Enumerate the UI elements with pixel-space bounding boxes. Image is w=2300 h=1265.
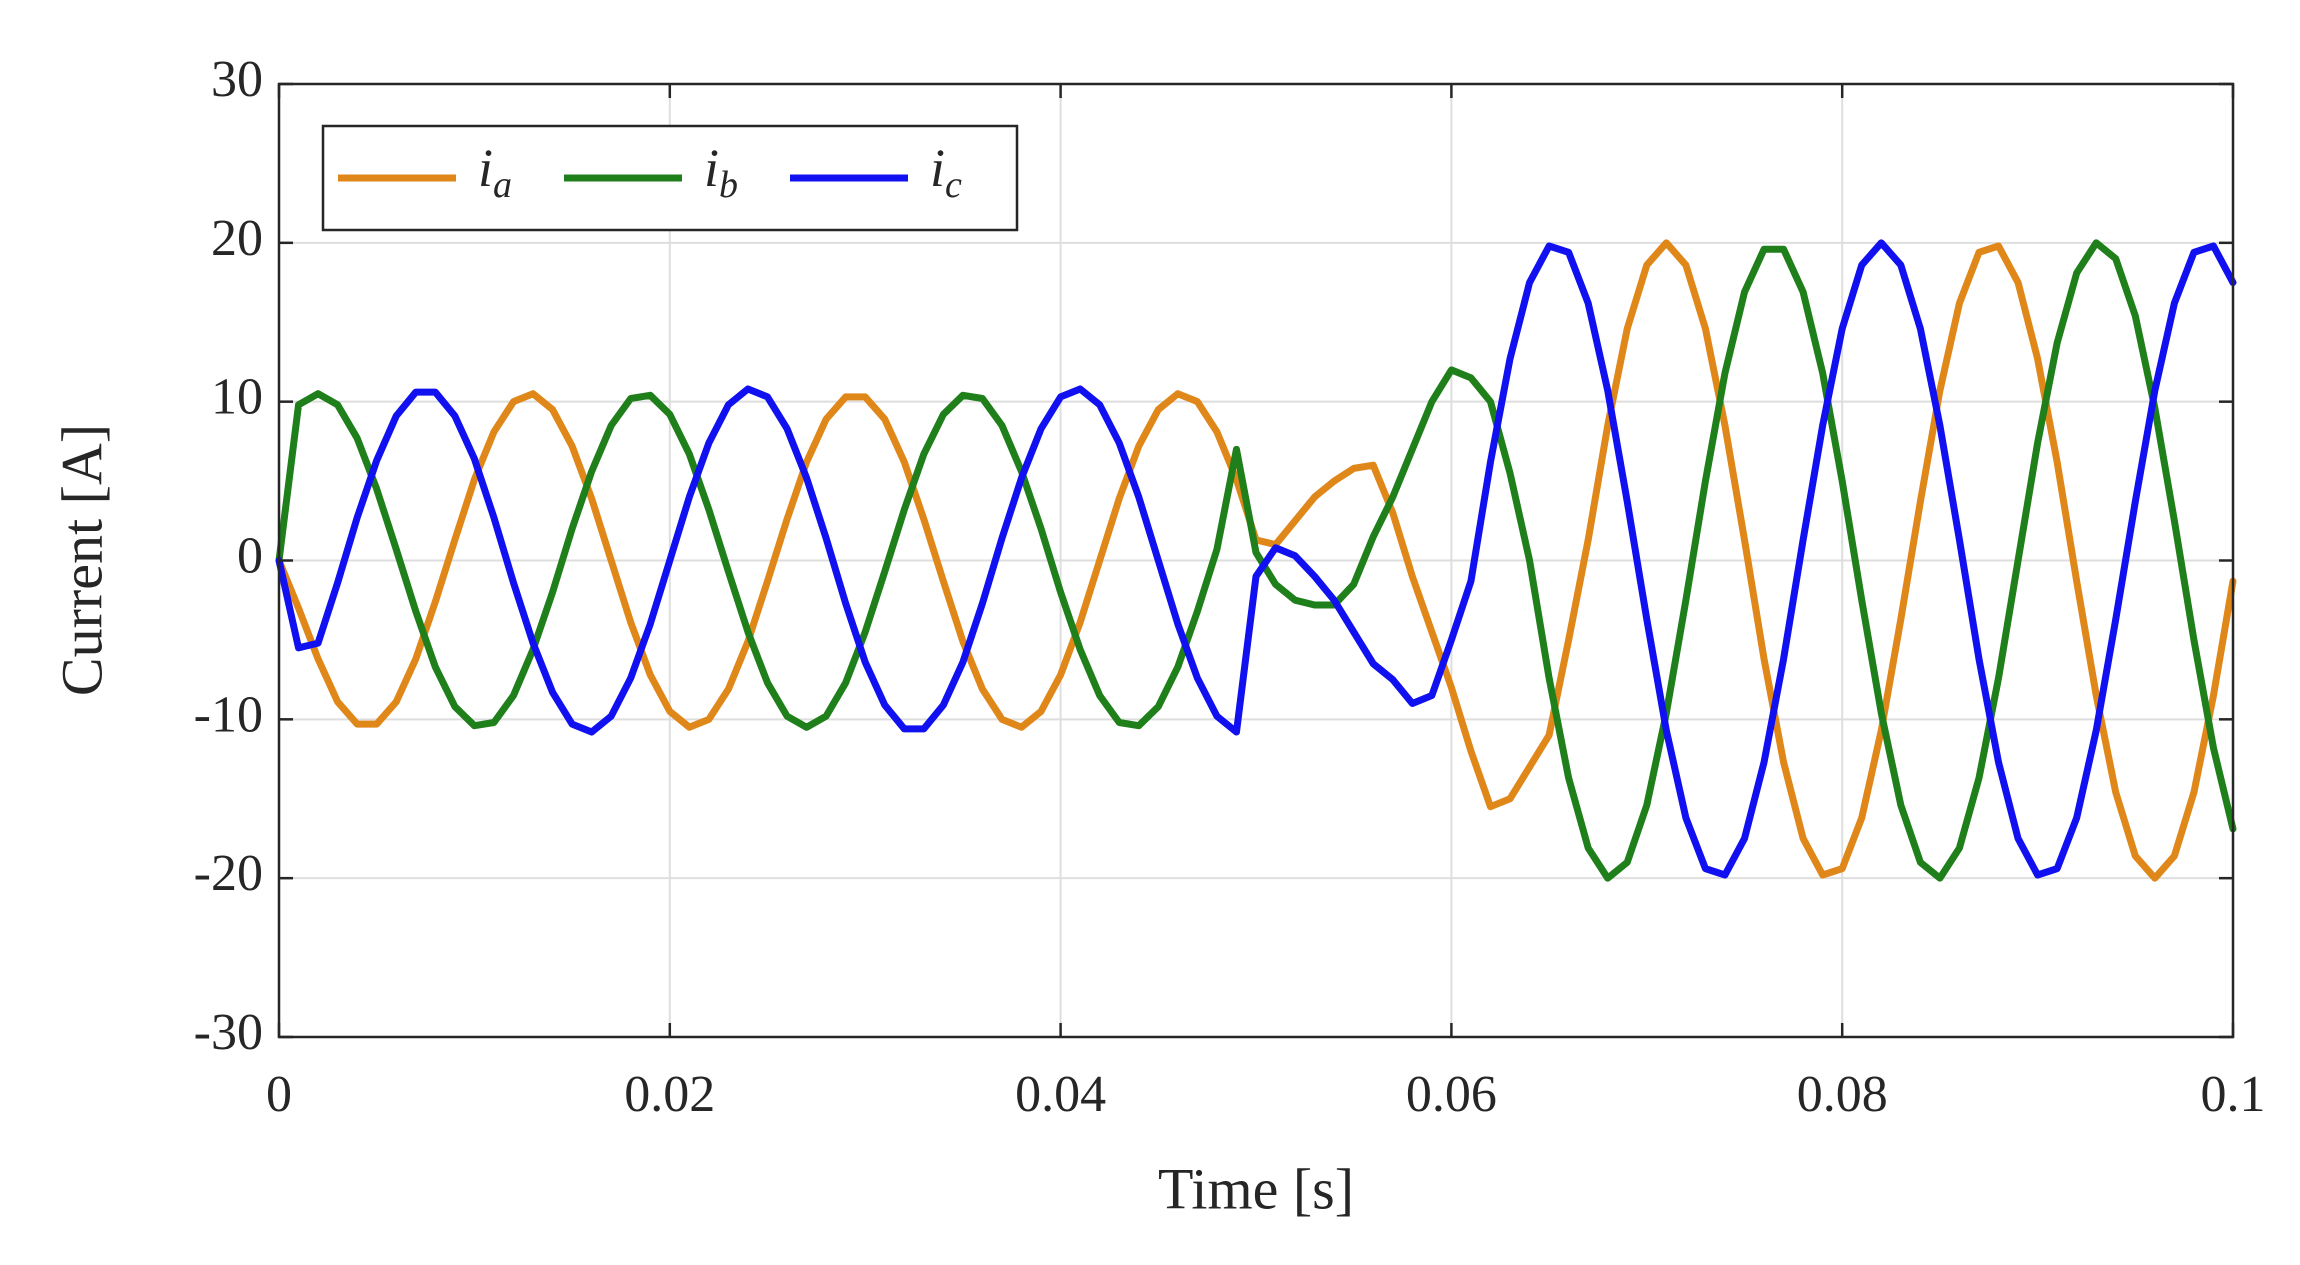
x-tick-label: 0.08 bbox=[1797, 1066, 1888, 1123]
x-tick-label: 0.04 bbox=[1015, 1066, 1106, 1123]
plot-lines bbox=[275, 239, 2237, 882]
legend: ia ib ic bbox=[321, 124, 1019, 232]
x-tick-label: 0.1 bbox=[2201, 1066, 2266, 1123]
ticks: 0 0.02 0.04 0.06 0.08 0.1 -30 -20 -10 0 10 20 30 bbox=[194, 51, 2266, 1123]
series-line bbox=[275, 239, 2237, 879]
legend-label: ib bbox=[704, 138, 738, 205]
x-axis-label: Time [s] bbox=[1158, 1156, 1354, 1221]
y-tick-label: 20 bbox=[211, 210, 263, 267]
y-tick-label: 30 bbox=[211, 51, 263, 108]
series-line bbox=[275, 239, 2237, 882]
x-tick-label: 0.06 bbox=[1406, 1066, 1497, 1123]
y-tick-label: 10 bbox=[211, 369, 263, 426]
y-tick-label: -30 bbox=[194, 1004, 263, 1061]
x-tick-label: 0.02 bbox=[624, 1066, 715, 1123]
y-tick-label: -10 bbox=[194, 686, 263, 743]
legend-label: ic bbox=[930, 138, 962, 205]
y-axis-label: Current [A] bbox=[49, 424, 114, 696]
x-tick-label: 0 bbox=[266, 1066, 292, 1123]
legend-label: ia bbox=[478, 138, 512, 205]
y-tick-label: 0 bbox=[237, 527, 263, 584]
y-tick-label: -20 bbox=[194, 845, 263, 902]
